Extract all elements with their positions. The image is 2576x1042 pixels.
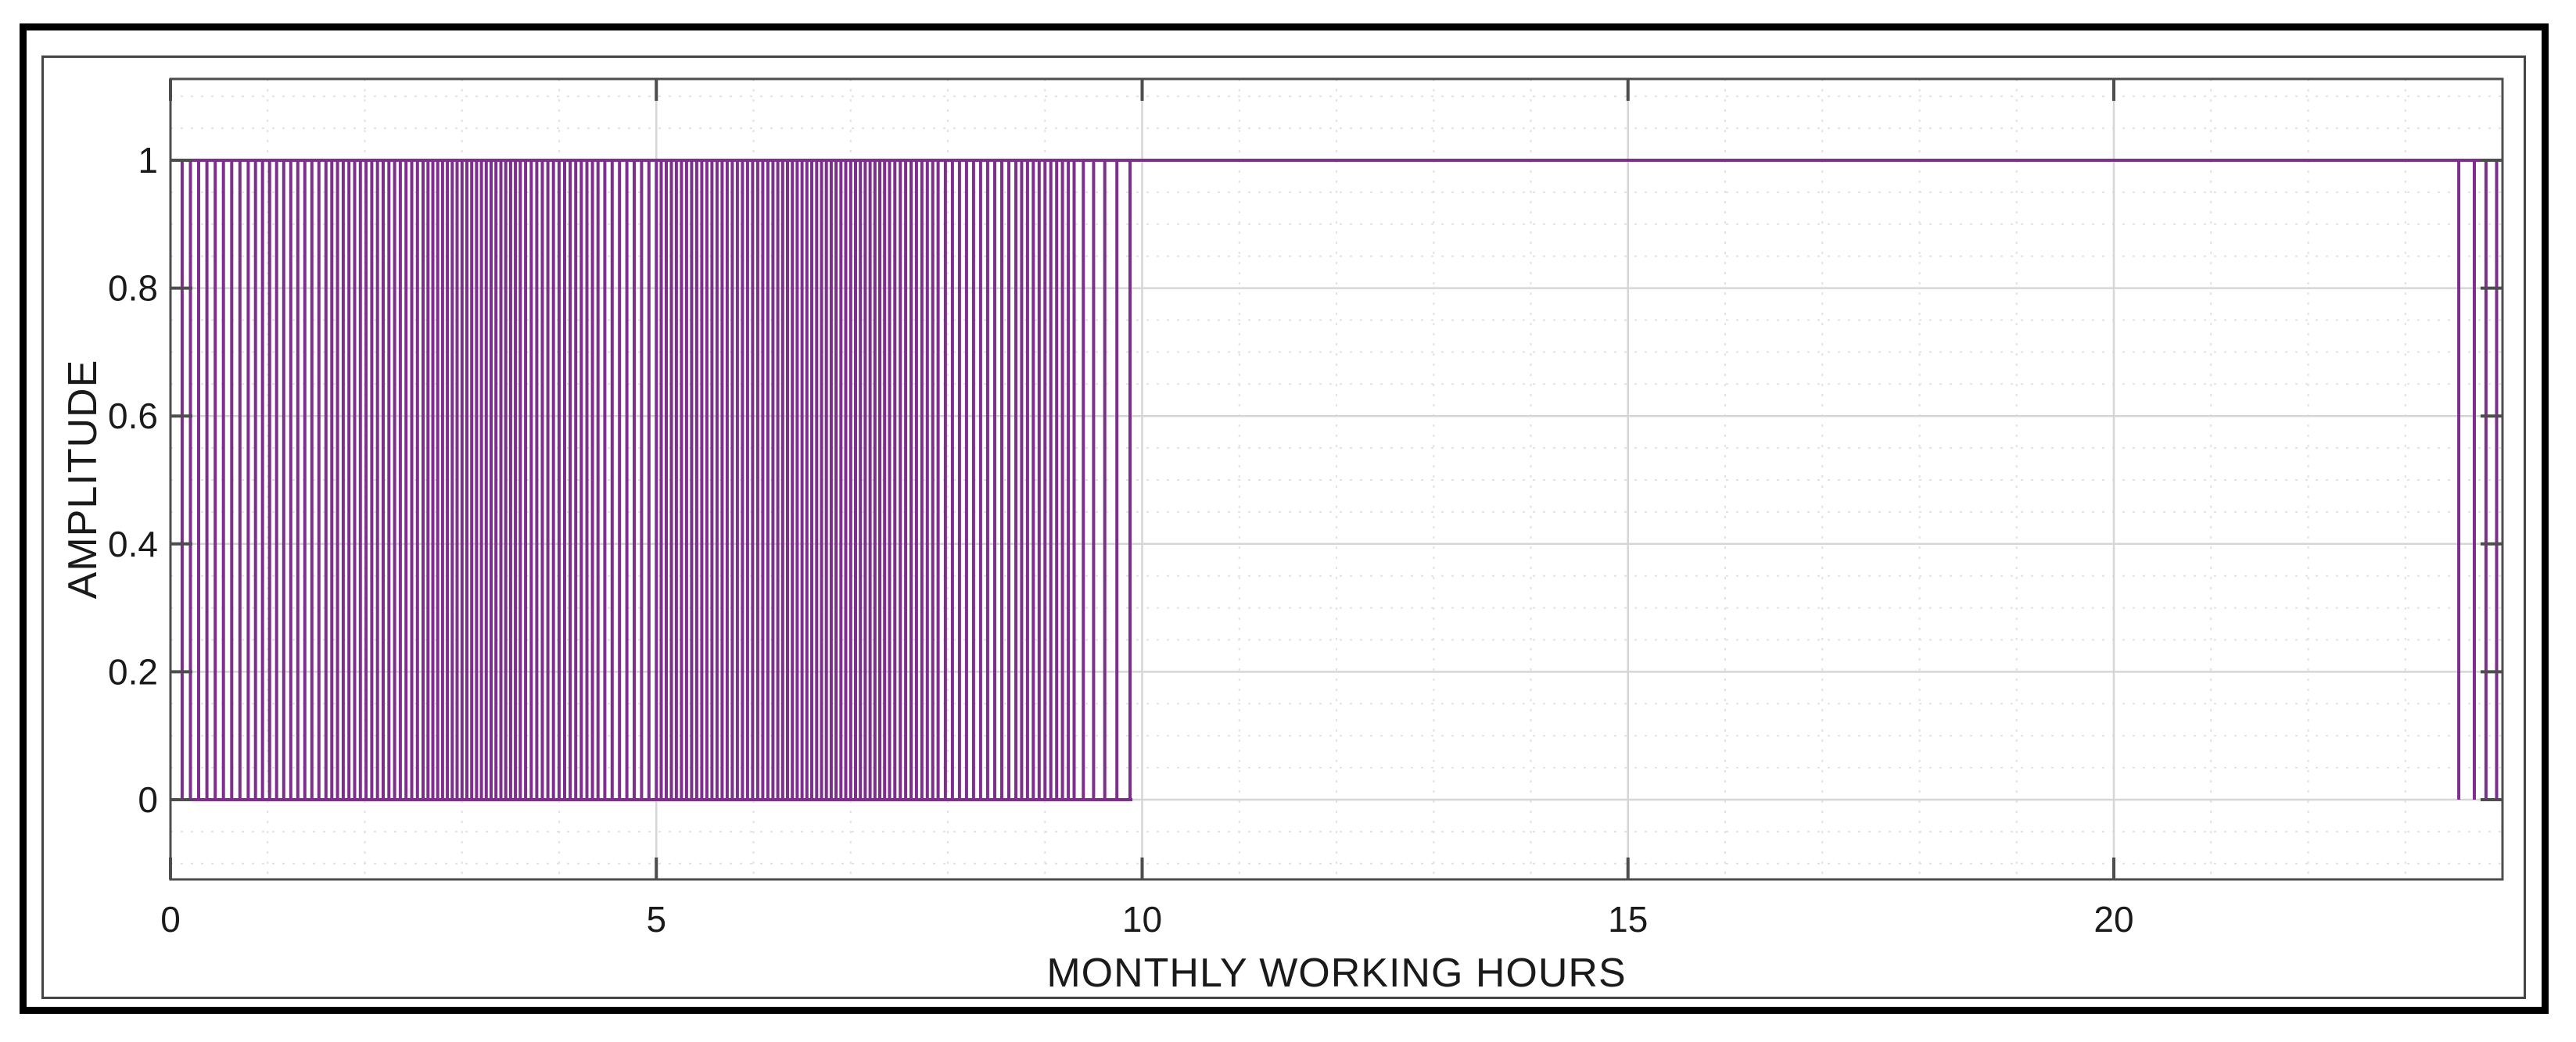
- axis-ticks: [169, 79, 2502, 879]
- x-tick-label: 15: [1608, 899, 1648, 940]
- signal-waveform: [180, 159, 2502, 801]
- x-tick-label: 20: [2093, 899, 2133, 940]
- y-tick-label: 0.4: [108, 524, 158, 564]
- y-tick-label: 0: [138, 779, 158, 820]
- x-tick-label: 0: [160, 899, 181, 940]
- figure-outer-border: [20, 23, 2549, 1014]
- x-axis-label: MONTHLY WORKING HOURS: [1046, 951, 1627, 996]
- y-tick-label: 0.2: [108, 651, 158, 692]
- y-tick-label: 0.8: [108, 268, 158, 309]
- y-tick-label: 1: [138, 140, 158, 181]
- axes-box: [169, 77, 2504, 881]
- y-tick-label: 0.6: [108, 396, 158, 436]
- minor-gridlines: [170, 79, 2502, 879]
- x-tick-label: 10: [1122, 899, 1162, 940]
- plot-area: 0 5 10 15 20 0 0.2 0.4 0.6 0.8 1: [108, 77, 2504, 940]
- x-tick-label: 5: [646, 899, 666, 940]
- y-axis-label: AMPLITUDE: [60, 359, 106, 600]
